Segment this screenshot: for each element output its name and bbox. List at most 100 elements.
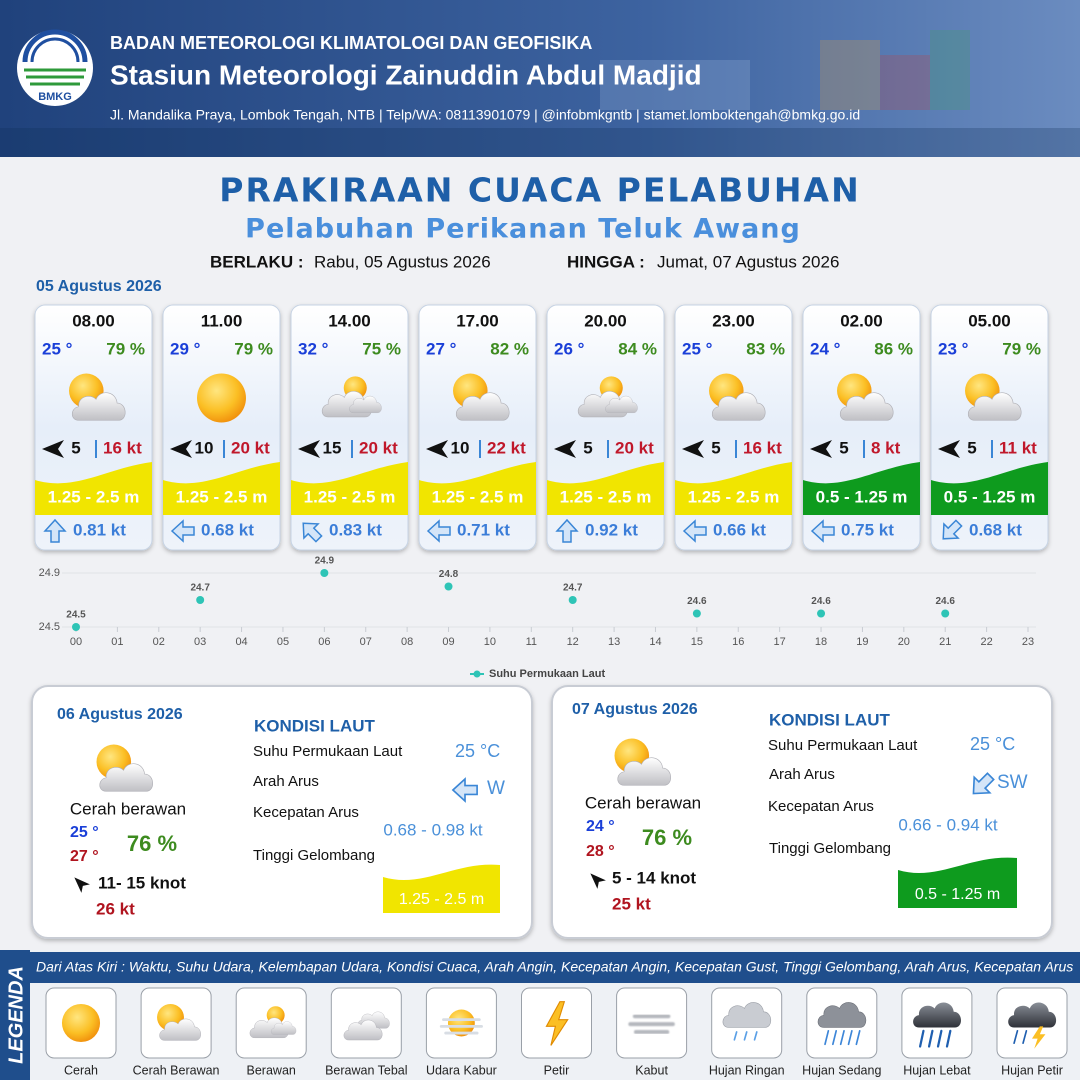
wind-speed: 10 xyxy=(451,438,470,457)
data-label: 24.9 xyxy=(315,556,335,567)
data-label: 24.6 xyxy=(811,596,831,607)
current-direction-label: Arah Arus xyxy=(769,766,835,783)
temperature-max: 28 ° xyxy=(586,843,615,860)
wave-height: 1.25 - 2.5 m xyxy=(432,487,524,506)
day-date: 06 Agustus 2026 xyxy=(57,706,183,723)
data-point xyxy=(444,582,453,591)
legend-item-label: Berawan Tebal xyxy=(325,1063,407,1077)
wind-gust: 20 kt xyxy=(359,438,398,457)
x-tick-label: 07 xyxy=(360,636,372,648)
legend-item-label: Hujan Petir xyxy=(1001,1063,1063,1077)
wind-speed: 5 xyxy=(583,438,592,457)
wind-speed: 5 xyxy=(967,438,976,457)
wave-area xyxy=(931,462,1048,515)
x-tick-label: 04 xyxy=(235,636,247,648)
data-point xyxy=(320,569,329,577)
wave-area xyxy=(898,857,1017,908)
page-title: PRAKIRAAN CUACA PELABUHAN xyxy=(219,171,860,210)
data-point xyxy=(72,623,80,631)
wave-area xyxy=(419,462,536,515)
humidity: 84 % xyxy=(618,339,657,358)
data-point xyxy=(692,609,701,618)
wind-direction-arrow xyxy=(682,440,704,458)
forecast-time: 08.00 xyxy=(72,311,115,330)
sea-condition-title: KONDISI LAUT xyxy=(254,716,376,735)
forecast-time: 20.00 xyxy=(584,311,627,330)
header-decoration xyxy=(0,30,1080,157)
sst-value: 25 °C xyxy=(455,741,500,761)
wave-label: Tinggi Gelombang xyxy=(253,847,375,864)
logo-arc xyxy=(22,29,88,63)
wind-gust: 20 kt xyxy=(231,438,270,457)
air-temperature: 29 ° xyxy=(170,339,201,358)
legend-item-label: Hujan Lebat xyxy=(903,1063,971,1077)
current-speed: 0.83 kt xyxy=(329,520,382,539)
wind-direction-arrow xyxy=(426,440,448,458)
current-direction-arrow xyxy=(451,777,478,803)
legend-item-label: Kabut xyxy=(635,1063,668,1077)
legend-item-label: Hujan Sedang xyxy=(802,1063,881,1077)
legend-item-label: Petir xyxy=(544,1063,570,1077)
y-tick-label: 24.9 xyxy=(39,567,60,579)
data-label: 24.6 xyxy=(935,596,955,607)
air-temperature: 25 ° xyxy=(42,339,73,358)
station-name: Stasiun Meteorologi Zainuddin Abdul Madj… xyxy=(110,59,702,90)
legend-item-label: Berawan xyxy=(247,1063,296,1077)
header-background xyxy=(0,0,1080,157)
wind-speed: 5 - 14 knot xyxy=(612,868,696,887)
x-tick-label: 15 xyxy=(691,636,703,648)
current-direction-label: Arah Arus xyxy=(253,773,319,790)
current-speed: 0.66 - 0.94 kt xyxy=(898,815,998,834)
humidity: 76 % xyxy=(127,831,177,856)
wave-height: 0.5 - 1.25 m xyxy=(915,886,1000,903)
forecast-time: 23.00 xyxy=(712,311,755,330)
temperature-min: 24 ° xyxy=(586,818,615,835)
wave-height: 1.25 - 2.5 m xyxy=(176,487,268,506)
day-panel xyxy=(31,685,533,939)
day-date: 05 Agustus 2026 xyxy=(36,278,162,295)
data-label: 24.6 xyxy=(687,596,707,607)
data-point xyxy=(568,596,577,604)
legend-item-label: Udara Kabur xyxy=(426,1063,497,1077)
wave-area xyxy=(291,462,408,515)
wind-direction-arrow xyxy=(554,440,576,458)
data-label: 24.5 xyxy=(66,610,86,621)
wave-area xyxy=(675,462,792,515)
valid-from-label: BERLAKU : xyxy=(210,252,304,271)
wind-gust: 8 kt xyxy=(871,438,901,457)
day-date: 07 Agustus 2026 xyxy=(572,701,698,718)
data-label: 24.7 xyxy=(190,583,210,594)
current-speed-label: Kecepatan Arus xyxy=(253,804,359,821)
current-speed: 0.68 kt xyxy=(969,520,1022,539)
logo-arc xyxy=(30,37,80,63)
x-tick-label: 08 xyxy=(401,636,413,648)
current-speed-label: Kecepatan Arus xyxy=(768,798,874,815)
current-speed: 0.71 kt xyxy=(457,520,510,539)
forecast-time: 14.00 xyxy=(328,311,371,330)
wave-height: 1.25 - 2.5 m xyxy=(688,487,780,506)
x-tick-label: 11 xyxy=(526,636,537,648)
x-tick-label: 10 xyxy=(484,636,496,648)
legend-swatch xyxy=(473,670,481,678)
current-speed: 0.92 kt xyxy=(585,520,638,539)
wind-gust: 16 kt xyxy=(103,438,142,457)
weather-icon xyxy=(197,373,246,423)
wave-area xyxy=(35,462,152,515)
air-temperature: 26 ° xyxy=(554,339,585,358)
humidity: 75 % xyxy=(362,339,401,358)
x-tick-label: 16 xyxy=(732,636,744,648)
humidity: 79 % xyxy=(106,339,145,358)
legend-description: Dari Atas Kiri : Waktu, Suhu Udara, Kele… xyxy=(36,959,1073,975)
forecast-time: 11.00 xyxy=(201,311,243,330)
x-tick-label: 01 xyxy=(111,636,123,648)
wave-height: 0.5 - 1.25 m xyxy=(944,487,1036,506)
wave-height: 1.25 - 2.5 m xyxy=(560,487,652,506)
humidity: 86 % xyxy=(874,339,913,358)
wind-direction-arrow xyxy=(590,873,606,889)
air-temperature: 27 ° xyxy=(426,339,457,358)
air-temperature: 23 ° xyxy=(938,339,969,358)
air-temperature: 25 ° xyxy=(682,339,713,358)
wind-gust: 22 kt xyxy=(487,438,526,457)
wave-area xyxy=(163,462,280,515)
